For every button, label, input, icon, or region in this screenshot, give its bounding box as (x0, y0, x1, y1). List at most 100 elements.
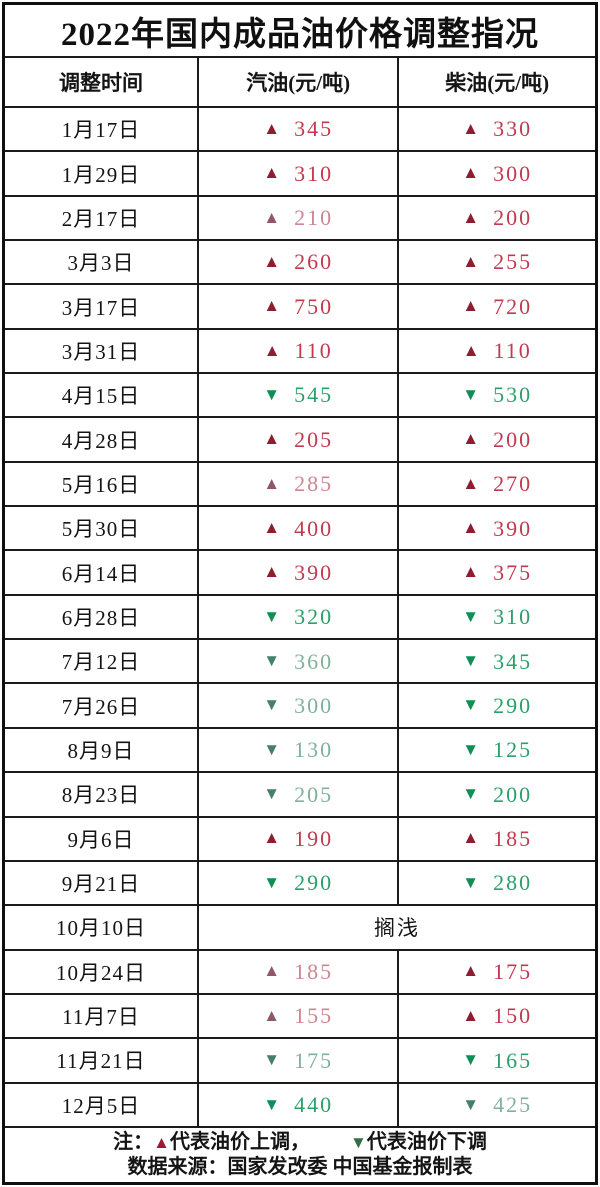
table-row: 3月17日 ▲ 750 ▲ 720 (2, 283, 598, 330)
table-row: 8月23日 ▼ 205 ▼ 200 (2, 771, 598, 818)
gasoline-cell: ▲ 210 (196, 194, 400, 242)
diesel-cell: ▲ 330 (397, 105, 598, 153)
down-triangle-icon: ▼ (263, 695, 281, 715)
date-cell: 10月24日 (2, 948, 199, 995)
note-prefix: 注： (113, 1131, 154, 1153)
diesel-cell: ▲ 720 (397, 283, 598, 330)
table-row: 3月3日 ▲ 260 ▲ 255 (2, 239, 598, 286)
up-triangle-icon: ▲ (462, 251, 480, 271)
up-triangle-icon: ▲ (263, 118, 281, 138)
source-line: 数据来源：国家发改委 中国基金报制表 (127, 1156, 473, 1178)
table-row: 4月28日 ▲ 205 ▲ 200 (2, 416, 598, 463)
date-cell: 5月16日 (2, 460, 199, 508)
col-header-date: 调整时间 (2, 56, 199, 108)
date-cell: 1月29日 (2, 150, 199, 197)
table-body: 1月17日 ▲ 345 ▲ 330 1月29日 ▲ 310 (2, 105, 598, 1129)
date-cell: 8月9日 (2, 726, 199, 774)
up-triangle-icon: ▲ (462, 340, 480, 360)
up-triangle-icon: ▲ (462, 429, 480, 449)
down-triangle-icon: ▼ (263, 784, 281, 804)
up-triangle-icon: ▲ (462, 518, 480, 538)
gasoline-cell: ▲ 205 (196, 416, 400, 463)
gasoline-cell: ▼ 290 (196, 859, 400, 907)
down-triangle-icon: ▼ (263, 1050, 281, 1070)
table-row: 2月17日 ▲ 210 ▲ 200 (2, 194, 598, 242)
gasoline-cell: ▲ 285 (196, 460, 400, 508)
up-triangle-icon: ▲ (263, 473, 281, 493)
legend-down-triangle-icon: ▼ (350, 1133, 367, 1152)
diesel-cell: ▲ 200 (397, 416, 598, 463)
up-triangle-icon: ▲ (462, 828, 480, 848)
date-cell: 9月6日 (2, 815, 199, 862)
up-triangle-icon: ▲ (263, 828, 281, 848)
up-triangle-icon: ▲ (462, 207, 480, 227)
diesel-cell: ▼ 345 (397, 638, 598, 685)
date-cell: 7月26日 (2, 682, 199, 729)
down-triangle-icon: ▼ (462, 872, 480, 892)
table-row: 11月7日 ▲ 155 ▲ 150 (2, 992, 598, 1040)
gasoline-cell: ▼ 320 (196, 593, 400, 641)
legend-up-text: 代表油价上调， (170, 1131, 310, 1153)
up-triangle-icon: ▲ (462, 473, 480, 493)
down-triangle-icon: ▼ (263, 606, 281, 626)
gasoline-cell: ▲ 185 (196, 948, 400, 995)
date-cell: 11月7日 (2, 992, 199, 1040)
date-cell: 10月10日 (2, 904, 199, 951)
up-triangle-icon: ▲ (462, 163, 480, 183)
gasoline-cell: ▲ 390 (196, 549, 400, 596)
table-row: 4月15日 ▼ 545 ▼ 530 (2, 372, 598, 419)
date-cell: 5月30日 (2, 505, 199, 552)
diesel-cell: ▼ 200 (397, 771, 598, 818)
up-triangle-icon: ▲ (462, 296, 480, 316)
date-cell: 4月28日 (2, 416, 199, 463)
legend-down-text: 代表油价下调 (366, 1131, 487, 1153)
table-row: 10月24日 ▲ 185 ▲ 175 (2, 948, 598, 995)
table-row: 5月30日 ▲ 400 ▲ 390 (2, 505, 598, 552)
gasoline-cell: ▼ 300 (196, 682, 400, 729)
up-triangle-icon: ▲ (263, 562, 281, 582)
down-triangle-icon: ▼ (263, 739, 281, 759)
diesel-cell: ▲ 110 (397, 327, 598, 375)
date-cell: 3月3日 (2, 239, 199, 286)
down-triangle-icon: ▼ (263, 1094, 281, 1114)
down-triangle-icon: ▼ (462, 1094, 480, 1114)
gasoline-cell: ▲ 400 (196, 505, 400, 552)
date-cell: 7月12日 (2, 638, 199, 685)
table-row: 7月26日 ▼ 300 ▼ 290 (2, 682, 598, 729)
diesel-cell: ▼ 290 (397, 682, 598, 729)
down-triangle-icon: ▼ (263, 872, 281, 892)
up-triangle-icon: ▲ (263, 296, 281, 316)
col-header-diesel: 柴油(元/吨) (397, 56, 598, 108)
date-cell: 1月17日 (2, 105, 199, 153)
table-row: 8月9日 ▼ 130 ▼ 125 (2, 726, 598, 774)
diesel-cell: ▲ 255 (397, 239, 598, 286)
diesel-cell: ▲ 175 (397, 948, 598, 995)
date-cell: 9月21日 (2, 859, 199, 907)
table-row: 9月6日 ▲ 190 ▲ 185 (2, 815, 598, 862)
gasoline-cell: ▲ 345 (196, 105, 400, 153)
down-triangle-icon: ▼ (462, 1050, 480, 1070)
up-triangle-icon: ▲ (263, 518, 281, 538)
down-triangle-icon: ▼ (462, 384, 480, 404)
up-triangle-icon: ▲ (263, 207, 281, 227)
diesel-cell: ▼ 425 (397, 1081, 598, 1129)
gasoline-cell: ▲ 190 (196, 815, 400, 862)
up-triangle-icon: ▲ (462, 1005, 480, 1025)
table-row: 1月17日 ▲ 345 ▲ 330 (2, 105, 598, 153)
up-triangle-icon: ▲ (263, 1005, 281, 1025)
diesel-cell: ▼ 530 (397, 372, 598, 419)
table-row: 9月21日 ▼ 290 ▼ 280 (2, 859, 598, 907)
up-triangle-icon: ▲ (263, 340, 281, 360)
col-header-gasoline: 汽油(元/吨) (196, 56, 400, 108)
diesel-cell: ▲ 185 (397, 815, 598, 862)
gasoline-cell: ▲ 110 (196, 327, 400, 375)
date-cell: 3月31日 (2, 327, 199, 375)
date-cell: 6月28日 (2, 593, 199, 641)
gasoline-cell: ▼ 130 (196, 726, 400, 774)
table-row: 10月10日 搁浅 (2, 904, 598, 951)
up-triangle-icon: ▲ (462, 562, 480, 582)
date-cell: 8月23日 (2, 771, 199, 818)
diesel-cell: ▼ 310 (397, 593, 598, 641)
table-row: 7月12日 ▼ 360 ▼ 345 (2, 638, 598, 685)
